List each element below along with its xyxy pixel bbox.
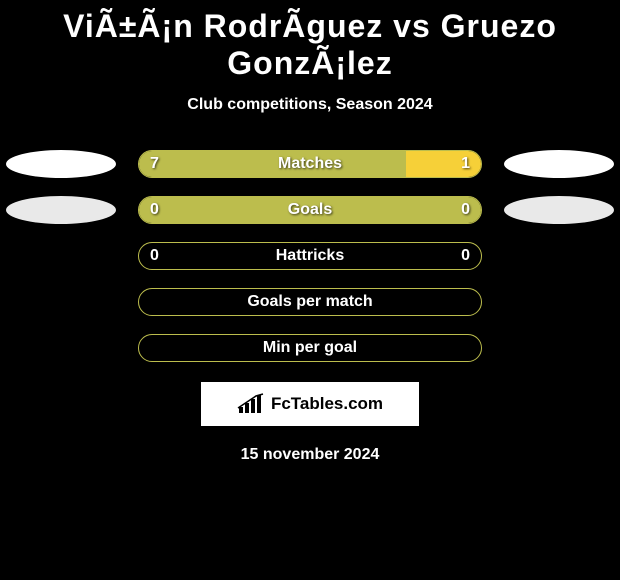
value-right: 0	[461, 242, 470, 270]
metric-row: Matches7 1	[0, 150, 620, 178]
club-badge-right	[504, 150, 614, 178]
metric-row: Hattricks0 0	[0, 242, 620, 270]
metric-label: Min per goal	[138, 334, 482, 362]
club-badge-left	[6, 196, 116, 224]
metric-row: Goals0 0	[0, 196, 620, 224]
metric-row: Min per goal	[0, 334, 620, 362]
value-left: 7	[150, 150, 159, 178]
logo-box: FcTables.com	[201, 382, 419, 426]
metric-label: Matches	[138, 150, 482, 178]
logo-inner: FcTables.com	[237, 393, 383, 415]
value-left: 0	[150, 242, 159, 270]
club-badge-left	[6, 150, 116, 178]
value-right: 1	[461, 150, 470, 178]
metric-label: Goals	[138, 196, 482, 224]
date-line: 15 november 2024	[0, 446, 620, 464]
club-badge-right	[504, 196, 614, 224]
bar-chart-icon	[237, 393, 265, 415]
value-right: 0	[461, 196, 470, 224]
logo-text: FcTables.com	[271, 394, 383, 414]
metric-label: Hattricks	[138, 242, 482, 270]
comparison-card: ViÃ±Ã¡n RodrÃ­guez vs Gruezo GonzÃ¡lez C…	[0, 0, 620, 464]
page-subtitle: Club competitions, Season 2024	[0, 96, 620, 114]
page-title: ViÃ±Ã¡n RodrÃ­guez vs Gruezo GonzÃ¡lez	[0, 8, 620, 82]
metric-label: Goals per match	[138, 288, 482, 316]
metric-row: Goals per match	[0, 288, 620, 316]
metric-rows: Matches71Goals00Hattricks00Goals per mat…	[0, 150, 620, 362]
value-left: 0	[150, 196, 159, 224]
